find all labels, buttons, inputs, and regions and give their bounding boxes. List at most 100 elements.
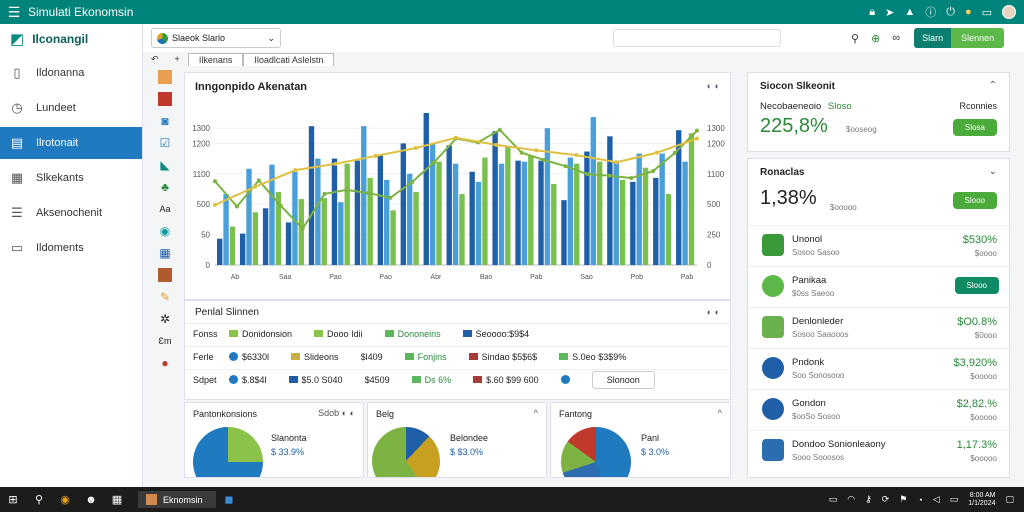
user-icon[interactable]: ⚲	[851, 32, 860, 45]
tab-0[interactable]: Ilkenans	[187, 52, 244, 66]
y-tick-label-right: 1100	[707, 170, 725, 179]
checkbox-icon[interactable]: ☑	[159, 136, 171, 150]
detail-list-item[interactable]: Denlonleder Sosoo Saaooos $O0.8% $0ooo	[748, 307, 1011, 347]
mini-controls[interactable]: ^	[717, 408, 722, 418]
alert-icon[interactable]: ▲	[904, 6, 916, 18]
notification-center-icon[interactable]: ▢	[1005, 494, 1014, 504]
detail-pill-button[interactable]: Slooo	[952, 192, 997, 209]
mini-controls[interactable]: Sdob ◐ ◐	[318, 408, 355, 418]
start-icon[interactable]: ⊞	[8, 494, 18, 506]
table-cell	[560, 375, 570, 384]
rocket-icon[interactable]: ➤	[885, 6, 895, 19]
text-icon[interactable]: Aa	[159, 204, 171, 214]
chart-bar	[528, 155, 534, 265]
volume-icon[interactable]: ◁	[932, 494, 940, 504]
image-icon[interactable]	[158, 70, 172, 84]
chart-bar	[429, 143, 436, 265]
record-icon[interactable]: ●	[161, 356, 169, 370]
cell-text: $6330l	[242, 351, 270, 362]
sync-icon[interactable]: ⟳	[881, 494, 890, 504]
add-tab-button[interactable]: +	[174, 54, 180, 64]
item-icon	[762, 316, 784, 338]
series-line-point	[278, 203, 283, 208]
bluetooth-icon[interactable]: ⚷	[865, 494, 872, 504]
chevron-up-icon[interactable]: ⌃	[988, 80, 997, 91]
chevron-down-icon[interactable]: ⌄	[988, 166, 997, 177]
sidebar-item-2[interactable]: ▤ Ilrotonait	[0, 127, 142, 159]
hamburger-menu-icon[interactable]: ☰	[7, 3, 21, 20]
tab-1[interactable]: Iloadlcati Aslelstn	[243, 52, 335, 66]
lock-icon[interactable]: 🔒︎	[869, 5, 876, 18]
x-tick-label: Pao	[329, 274, 342, 281]
photo-icon[interactable]	[158, 92, 172, 106]
taskbar-app[interactable]: Eknomsin	[138, 491, 216, 508]
notification-icon[interactable]: ●	[964, 6, 972, 18]
x-tick-label: Pob	[631, 274, 644, 281]
chart-bar	[688, 133, 695, 265]
series-line-2-point	[413, 146, 418, 151]
workspace-selector[interactable]: Slaeok Slarlo ⌄	[151, 28, 281, 48]
table-cell: $.8$4l	[229, 375, 267, 385]
primary-button[interactable]: Slarn	[914, 28, 952, 48]
chart-bar	[538, 160, 544, 265]
mini-controls[interactable]: ^	[533, 408, 538, 418]
power-icon[interactable]: ⏻	[946, 5, 955, 18]
chart-bar	[636, 153, 642, 265]
monitor-icon[interactable]: ▭	[828, 494, 838, 504]
avatar[interactable]	[1002, 5, 1016, 19]
font-icon[interactable]: Ɛm	[158, 336, 172, 346]
detail-list-item[interactable]: Unonol Sosoo Sasoo $530% $oooo	[748, 225, 1011, 265]
detail-list-item[interactable]: Pndonk Soo Sonosooo $3,920% $ooooo	[748, 348, 1011, 388]
clock[interactable]: 8:00 AM 1/1/2024	[968, 492, 995, 508]
puzzle-icon[interactable]: ✲	[159, 312, 171, 326]
picture-icon[interactable]	[158, 268, 172, 282]
detail-list-item[interactable]: Gondon $ooSo Sosoo $2,82.% $ooooo	[748, 389, 1011, 429]
pencil-icon[interactable]: ✎	[159, 290, 171, 304]
battery-icon[interactable]: ▭	[949, 494, 959, 504]
flag-icon[interactable]: ⚑	[899, 494, 908, 504]
secondary-button[interactable]: Slennen	[951, 28, 1005, 48]
series-line-2-point	[695, 136, 699, 141]
clock-time: 8:00 AM	[969, 491, 996, 499]
link-icon[interactable]: ∞	[892, 31, 901, 44]
tag-icon[interactable]: ♣	[161, 180, 169, 194]
chat-icon[interactable]: ☻	[85, 493, 97, 506]
window-icon[interactable]: ▭	[981, 6, 992, 19]
globe-icon[interactable]: ◉	[159, 224, 171, 238]
item-sub-value: $oooo	[974, 249, 997, 258]
swatch-icon	[229, 330, 238, 337]
chart-icon[interactable]: ◣	[160, 158, 170, 172]
chart-bar	[321, 198, 327, 265]
search-input[interactable]	[613, 29, 781, 47]
chart-bar	[498, 163, 505, 265]
sidebar-item-4[interactable]: ☰ Aksenochenit	[0, 197, 142, 229]
store-icon[interactable]: ◼	[224, 494, 234, 506]
grid-icon[interactable]: ▦	[159, 246, 171, 260]
taskview-icon[interactable]: ▦	[111, 494, 123, 506]
wifi-icon[interactable]: ◔	[917, 494, 923, 505]
chart-controls[interactable]: ◐ ◐	[706, 81, 720, 91]
add-user-icon[interactable]: ⊕	[871, 32, 881, 45]
sidebar-item-0[interactable]: ▯ Ildonanna	[0, 57, 142, 89]
item-pill-button[interactable]: Slooo	[954, 277, 999, 294]
search-icon[interactable]: ⚲	[34, 494, 44, 506]
sidebar-item-1[interactable]: ◷ Lundeet	[0, 92, 142, 124]
sidebar-item-5[interactable]: ▭ Ildoments	[0, 232, 142, 264]
item-value: 1,17.3%	[956, 439, 997, 451]
detail-list-item[interactable]: Dondoo Sonionleaony Sooo Sooosos 1,17.3% $o…	[748, 430, 1011, 470]
back-button[interactable]: ↶	[151, 53, 159, 64]
chart-bar	[642, 167, 649, 265]
summary-pill-button[interactable]: Slosa	[952, 119, 997, 136]
browser-icon[interactable]: ◉	[60, 494, 70, 506]
detail-list-item[interactable]: Panikaa $0ss Saeoo Slooo	[748, 266, 1011, 306]
table-controls[interactable]: ◐ ◐	[706, 307, 720, 317]
chart-bar	[252, 212, 259, 265]
table-action-button[interactable]: Slonoon	[591, 370, 655, 389]
info-icon[interactable]: ⓘ	[925, 7, 937, 19]
table-cell: $l409	[361, 352, 383, 362]
network-icon[interactable]: ◠	[847, 494, 856, 504]
cell-text: Donidonsion	[242, 328, 293, 339]
sidebar-item-3[interactable]: ▦ Slkekants	[0, 162, 142, 194]
app-titlebar: ☰ Simulati Ekonomsin 🔒︎ ➤ ▲ ⓘ ⏻ ● ▭	[0, 0, 1024, 24]
camera-icon[interactable]: ◙	[161, 114, 169, 128]
